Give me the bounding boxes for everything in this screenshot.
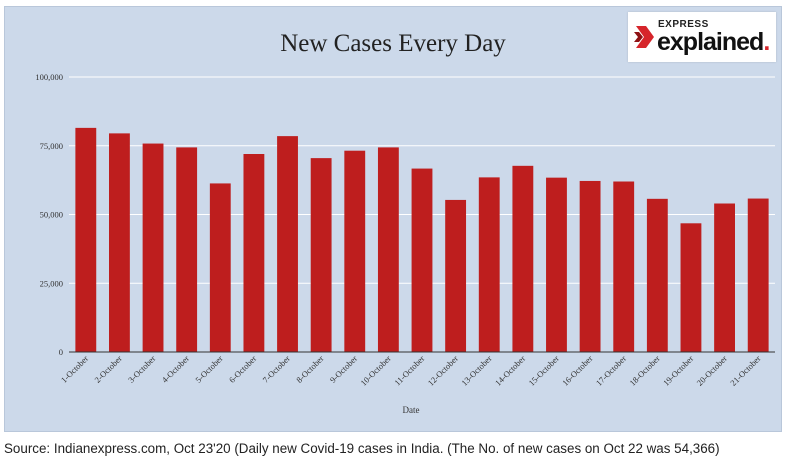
y-tick-label: 50,000 [40,210,63,220]
x-tick-label: 12-October [426,353,461,388]
bar-18-october [646,198,668,352]
bar-5-october [209,183,231,352]
logo-explained-text: explained. [657,27,770,57]
bar-17-october [613,181,635,352]
x-tick-label: 5-October [193,353,225,385]
logo-express-text: EXPRESS [658,19,709,30]
x-tick-label: 8-October [294,353,326,385]
x-tick-label: 14-October [493,353,528,388]
y-axis-ticks: 0 25,000 50,000 75,000 100,000 [35,72,63,357]
y-tick-label: 0 [59,347,63,357]
bar-14-october [512,165,534,352]
x-tick-label: 6-October [227,353,259,385]
x-tick-label: 17-October [594,353,629,388]
x-tick-label: 20-October [695,353,730,388]
x-tick-label: 16-October [560,353,595,388]
logo-explained-word: explained [657,28,764,56]
bar-8-october [310,158,332,352]
express-explained-logo: EXPRESS explained. [628,12,776,62]
logo-dot: . [763,28,770,56]
source-caption: Source: Indianexpress.com, Oct 23'20 (Da… [4,441,720,456]
bar-11-october [411,168,433,352]
bar-20-october [714,203,735,352]
chart-title: New Cases Every Day [280,30,506,57]
bar-10-october [377,147,399,352]
x-tick-label: 15-October [526,353,561,388]
x-axis-ticks: 1-October 2-October 3-October 4-October 5-Oc… [59,353,763,388]
bar-12-october [445,199,467,352]
x-tick-label: 21-October [728,353,763,388]
bar-13-october [478,177,500,352]
bar-2-october [109,133,130,352]
bar-7-october [277,136,298,352]
bar-4-october [176,147,198,352]
bar-16-october [579,180,601,352]
x-tick-label: 18-October [627,353,662,388]
y-tick-label: 75,000 [40,141,63,151]
x-tick-label: 13-October [459,353,494,388]
x-tick-label: 10-October [358,353,393,388]
bar-chart: New Cases Every Day Date 0 25,000 50,000 75… [35,30,775,415]
x-tick-label: 9-October [328,353,360,385]
bar-6-october [243,154,265,352]
logo-mark-icon [634,26,654,48]
x-tick-label: 19-October [661,353,696,388]
x-tick-label: 1-October [59,353,91,385]
bar-21-october [747,198,769,352]
x-tick-label: 2-October [92,353,124,385]
bar-3-october [142,143,164,352]
bar-1-october [75,127,97,352]
bars [75,127,769,352]
y-tick-label: 25,000 [40,278,63,288]
x-tick-label: 4-October [160,353,192,385]
bar-15-october [546,177,567,352]
x-tick-label: 11-October [392,353,426,387]
bar-19-october [680,223,702,352]
y-tick-label: 100,000 [35,72,63,82]
x-axis-label: Date [403,405,420,415]
chart-panel: New Cases Every Day Date 0 25,000 50,000 75… [4,6,782,432]
x-tick-label: 7-October [260,353,292,385]
bar-9-october [344,150,366,352]
x-tick-label: 3-October [126,353,158,385]
